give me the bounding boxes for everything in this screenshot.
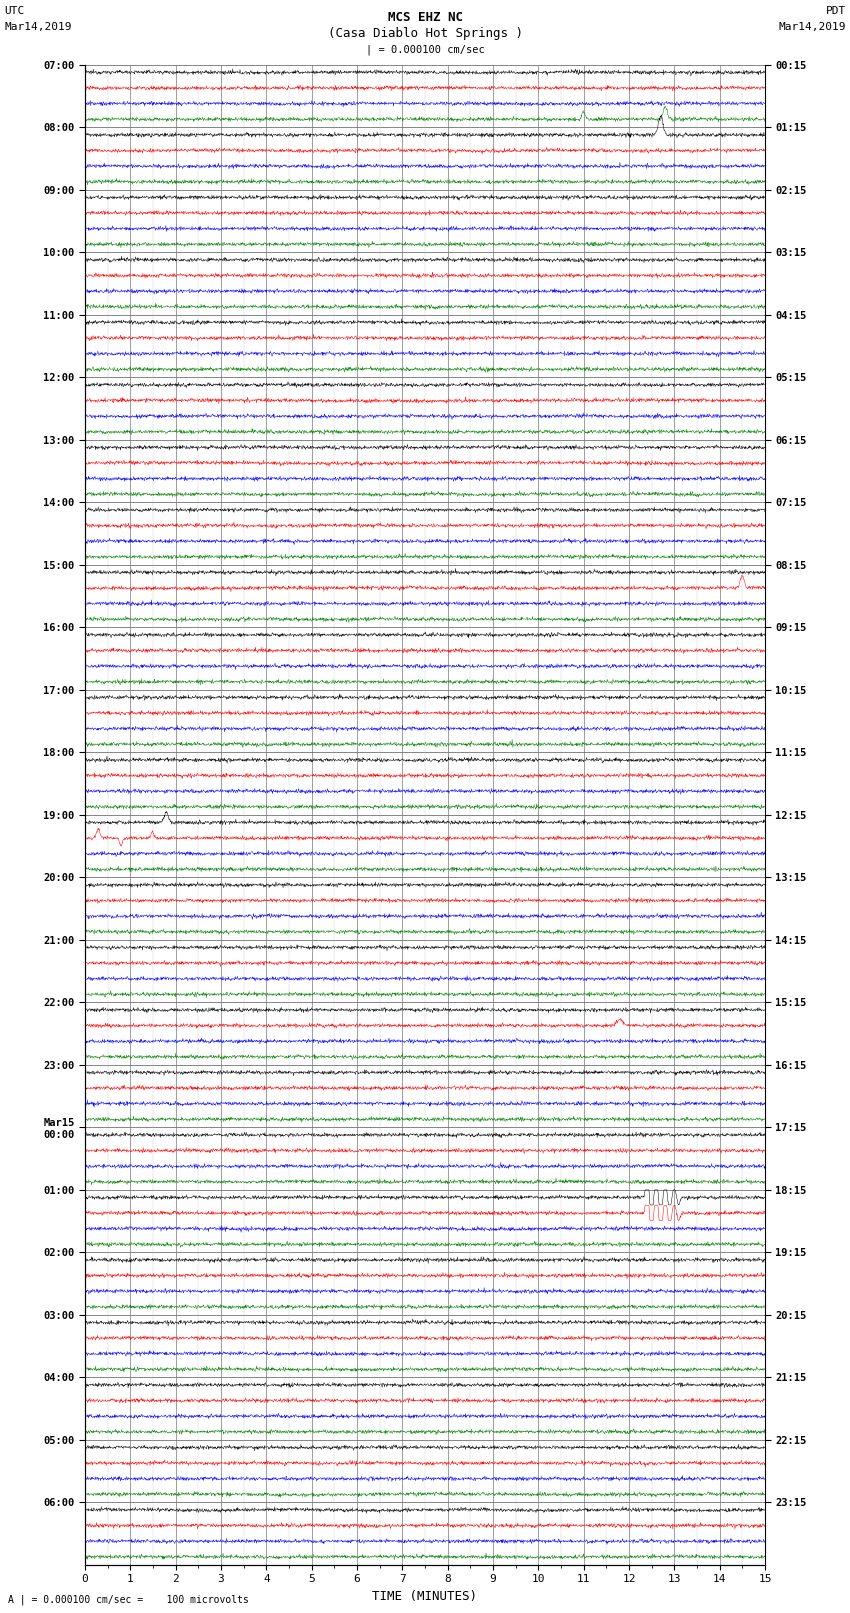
Text: A | = 0.000100 cm/sec =    100 microvolts: A | = 0.000100 cm/sec = 100 microvolts [8,1594,249,1605]
Text: Mar14,2019: Mar14,2019 [4,23,71,32]
X-axis label: TIME (MINUTES): TIME (MINUTES) [372,1590,478,1603]
Text: (Casa Diablo Hot Springs ): (Casa Diablo Hot Springs ) [327,27,523,40]
Text: Mar14,2019: Mar14,2019 [779,23,846,32]
Text: MCS EHZ NC: MCS EHZ NC [388,11,462,24]
Text: PDT: PDT [825,6,846,16]
Text: UTC: UTC [4,6,25,16]
Text: | = 0.000100 cm/sec: | = 0.000100 cm/sec [366,44,484,55]
